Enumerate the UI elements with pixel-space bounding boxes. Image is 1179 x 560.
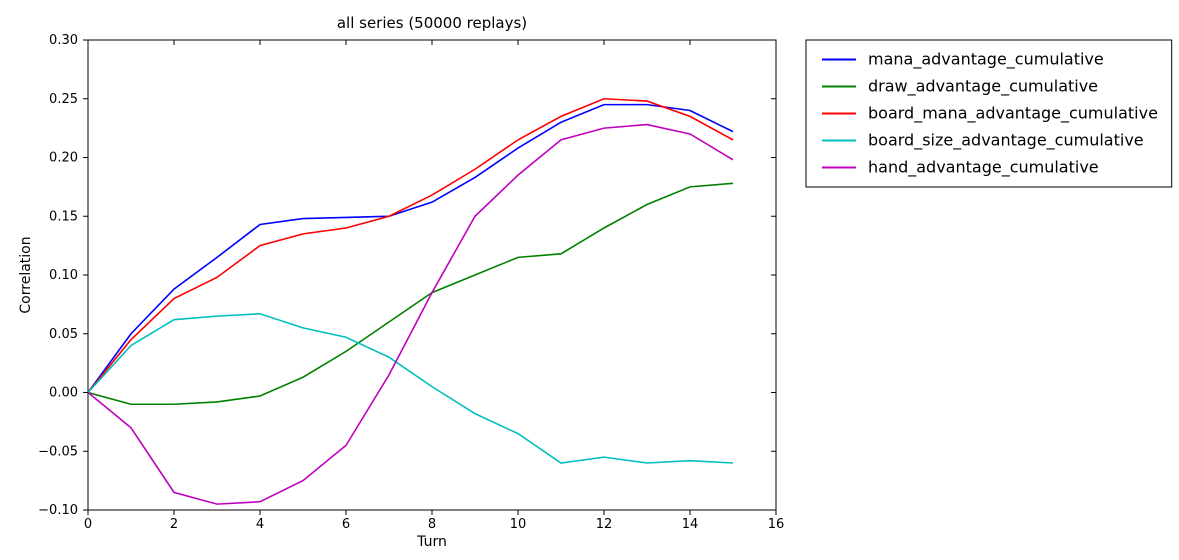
svg-text:0.00: 0.00	[49, 386, 78, 401]
svg-text:0: 0	[84, 517, 92, 532]
svg-text:6: 6	[342, 517, 350, 532]
svg-text:−0.10: −0.10	[38, 503, 78, 518]
svg-text:0.10: 0.10	[49, 268, 78, 283]
svg-text:14: 14	[682, 517, 699, 532]
svg-text:12: 12	[596, 517, 613, 532]
svg-text:0.05: 0.05	[49, 327, 78, 342]
legend: mana_advantage_cumulative draw_advantage_…	[806, 40, 1172, 187]
svg-text:10: 10	[510, 517, 527, 532]
legend-label-hand_advantage_cumulative: hand_advantage_cumulative	[868, 158, 1099, 178]
svg-text:2: 2	[170, 517, 178, 532]
svg-text:0.20: 0.20	[49, 151, 78, 166]
svg-text:16: 16	[768, 517, 785, 532]
chart-container: 0 2 4 6 8 10 12 14 16 −0.10 −0.05 0.00 0.05 0.10 0.15 0…	[0, 0, 1179, 560]
svg-text:Turn: Turn	[416, 534, 447, 550]
svg-text:−0.05: −0.05	[38, 444, 78, 459]
line-chart: 0 2 4 6 8 10 12 14 16 −0.10 −0.05 0.00 0.05 0.10 0.15 0…	[0, 0, 1179, 560]
svg-text:4: 4	[256, 517, 264, 532]
svg-text:0.25: 0.25	[49, 92, 78, 107]
legend-label-board_size_advantage_cumulative: board_size_advantage_cumulative	[868, 131, 1144, 151]
svg-text:0.15: 0.15	[49, 209, 78, 224]
svg-text:0.30: 0.30	[49, 33, 78, 48]
svg-text:all series (50000 replays): all series (50000 replays)	[337, 14, 527, 32]
legend-label-draw_advantage_cumulative: draw_advantage_cumulative	[868, 77, 1098, 97]
legend-label-board_mana_advantage_cumulative: board_mana_advantage_cumulative	[868, 104, 1158, 124]
legend-label-mana_advantage_cumulative: mana_advantage_cumulative	[868, 50, 1104, 70]
svg-text:8: 8	[428, 517, 436, 532]
svg-text:Correlation: Correlation	[18, 236, 34, 313]
